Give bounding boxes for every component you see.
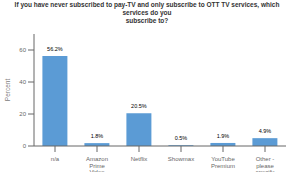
svg-text:20: 20 xyxy=(19,111,26,117)
svg-text:Netflix: Netflix xyxy=(131,156,148,162)
svg-text:Other -pleasespecify: Other -pleasespecify xyxy=(256,156,275,172)
svg-text:YouTubePremium: YouTubePremium xyxy=(211,156,235,169)
svg-text:n/a: n/a xyxy=(51,156,60,162)
svg-text:0.5%: 0.5% xyxy=(175,135,188,141)
svg-text:Showmax: Showmax xyxy=(168,156,194,162)
svg-text:60: 60 xyxy=(19,47,26,53)
svg-text:4.9%: 4.9% xyxy=(259,128,272,134)
html-text:If you have never subscribed t: If you have never subscribed to pay-TV a… xyxy=(14,1,280,16)
svg-text:56.2%: 56.2% xyxy=(47,46,63,52)
svg-text:40: 40 xyxy=(19,79,26,85)
svg-text:1.9%: 1.9% xyxy=(217,133,230,139)
svg-text:0: 0 xyxy=(23,143,27,149)
html-text:subscribe to?: subscribe to? xyxy=(125,17,169,24)
svg-text:1.8%: 1.8% xyxy=(91,133,104,139)
svg-text:AmazonPrimeVideo: AmazonPrimeVideo xyxy=(86,156,108,172)
svg-text:Percent: Percent xyxy=(8,79,11,102)
svg-text:20.5%: 20.5% xyxy=(131,103,147,109)
